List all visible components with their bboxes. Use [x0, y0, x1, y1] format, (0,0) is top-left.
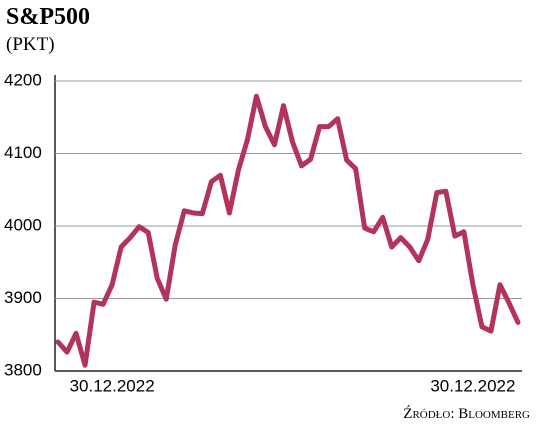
- y-tick-label: 3900: [4, 288, 42, 307]
- y-tick-label: 4000: [4, 215, 42, 234]
- line-series: [55, 93, 521, 368]
- chart-title: S&P500: [6, 4, 90, 30]
- x-tick-label: 30.12.2022: [430, 376, 515, 395]
- y-tick-label: 4100: [4, 143, 42, 162]
- source: Źródło: Bloomberg: [403, 405, 530, 422]
- x-tick-label: 30.12.2022: [70, 376, 155, 395]
- y-tick-label: 3800: [4, 360, 42, 379]
- chart-subtitle: (PKT): [6, 34, 55, 55]
- y-tick-label: 4200: [4, 70, 42, 89]
